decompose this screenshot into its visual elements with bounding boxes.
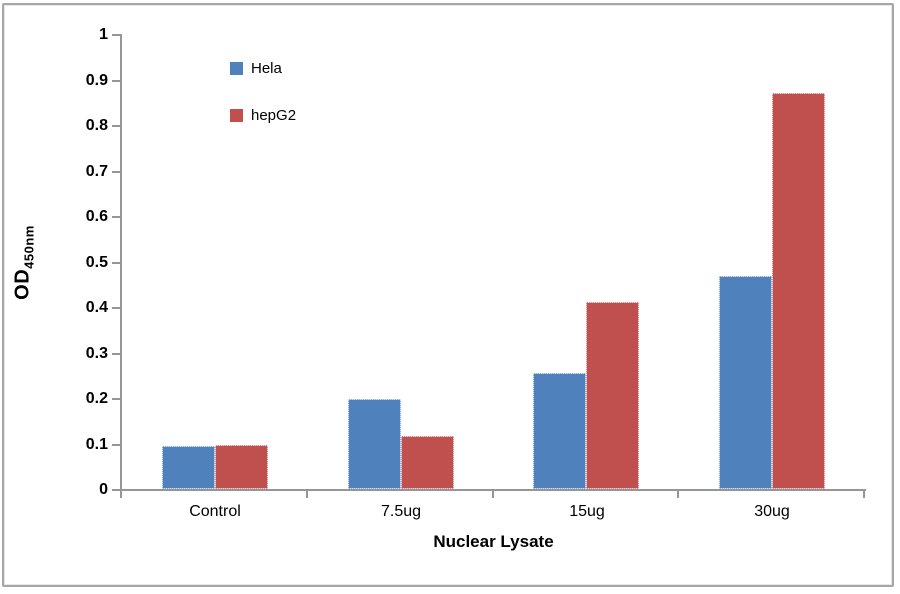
bar-hepg2-7.5ug: [401, 436, 454, 489]
legend-label: hepG2: [251, 106, 297, 124]
bar-hela-7.5ug: [348, 399, 401, 489]
legend: Hela hepG2: [230, 60, 296, 154]
bar-hepg2-30ug: [772, 93, 825, 489]
x-tick: [677, 491, 680, 498]
bar-hela-30ug: [719, 276, 772, 489]
y-axis-line: [120, 34, 122, 491]
legend-swatch-icon: [230, 61, 243, 75]
y-tick-label: 0.6: [85, 208, 108, 225]
y-tick: [112, 125, 120, 127]
x-category-label: Control: [189, 503, 241, 520]
y-tick: [112, 216, 120, 218]
x-axis-title: Nuclear Lysate: [433, 532, 554, 551]
y-tick: [112, 34, 120, 36]
bar-hela-control: [162, 446, 215, 489]
x-category-label: 7.5ug: [380, 503, 422, 520]
y-tick-label: 0: [99, 481, 108, 498]
legend-label: Hela: [251, 59, 282, 77]
y-tick: [112, 307, 120, 309]
y-tick: [112, 79, 120, 82]
x-tick: [491, 491, 494, 498]
y-tick-label: 0.1: [85, 435, 108, 453]
x-tick: [863, 491, 865, 498]
legend-item-hela: Hela: [230, 59, 296, 77]
y-tick: [112, 170, 120, 173]
bar-hela-15ug: [533, 373, 586, 489]
y-tick-label: 0.7: [85, 162, 108, 180]
y-tick-label: 0.3: [85, 344, 108, 362]
y-tick-label: 1: [99, 26, 108, 43]
bar-hepg2-control: [215, 445, 268, 489]
y-tick: [112, 443, 120, 446]
x-tick: [305, 491, 308, 498]
y-tick-label: 0.9: [85, 71, 108, 89]
x-axis-line: [120, 489, 866, 491]
x-tick: [120, 491, 122, 498]
bar-hepg2-15ug: [586, 302, 639, 489]
y-tick-label: 0.5: [85, 253, 108, 271]
y-tick-label: 0.4: [85, 299, 108, 316]
y-tick: [112, 489, 120, 491]
legend-item-hepg2: hepG2: [230, 106, 297, 124]
y-tick: [112, 398, 120, 400]
y-tick: [112, 261, 120, 264]
legend-swatch-icon: [230, 108, 243, 122]
x-category-label: 30ug: [754, 503, 790, 520]
x-category-label: 15ug: [569, 503, 605, 520]
y-tick: [112, 352, 120, 355]
y-tick-label: 0.8: [85, 117, 108, 134]
y-tick-label: 0.2: [85, 390, 108, 407]
